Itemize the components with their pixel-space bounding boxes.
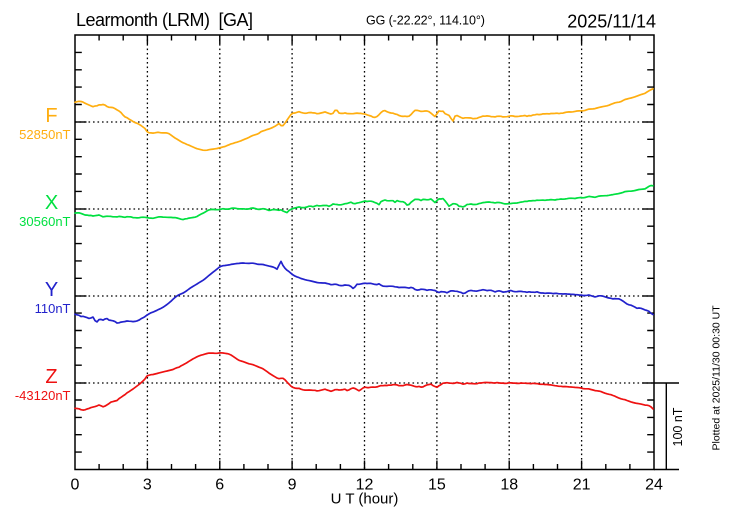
svg-text:Learmonth (LRM) [GA]: Learmonth (LRM) [GA] bbox=[76, 10, 253, 30]
svg-text:Plotted at 2025/11/30 00:30 UT: Plotted at 2025/11/30 00:30 UT bbox=[711, 305, 723, 451]
svg-text:9: 9 bbox=[288, 476, 297, 493]
svg-text:2025/11/14: 2025/11/14 bbox=[567, 11, 656, 31]
svg-text:X: X bbox=[45, 192, 58, 214]
svg-text:0: 0 bbox=[71, 476, 80, 493]
svg-text:-43120nT: -43120nT bbox=[15, 388, 71, 403]
svg-text:21: 21 bbox=[573, 476, 591, 493]
svg-text:12: 12 bbox=[356, 476, 374, 493]
svg-text:Y: Y bbox=[45, 279, 58, 301]
svg-text:3: 3 bbox=[143, 476, 152, 493]
svg-text:Z: Z bbox=[45, 366, 57, 388]
svg-text:100 nT: 100 nT bbox=[671, 407, 685, 446]
svg-text:GG (-22.22°, 114.10°): GG (-22.22°, 114.10°) bbox=[366, 13, 485, 27]
svg-text:30560nT: 30560nT bbox=[19, 214, 70, 229]
svg-text:6: 6 bbox=[215, 476, 224, 493]
svg-text:15: 15 bbox=[428, 476, 446, 493]
svg-text:24: 24 bbox=[645, 476, 663, 493]
svg-text:U T (hour): U T (hour) bbox=[331, 491, 399, 508]
svg-text:110nT: 110nT bbox=[35, 301, 71, 316]
svg-text:18: 18 bbox=[500, 476, 518, 493]
svg-text:F: F bbox=[45, 105, 57, 127]
svg-text:52850nT: 52850nT bbox=[19, 127, 70, 142]
